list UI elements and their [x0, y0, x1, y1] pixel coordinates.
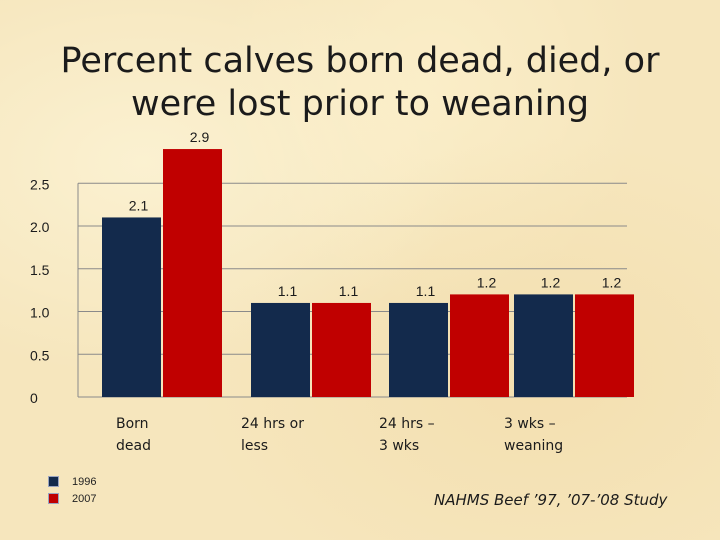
y-tick-label: 0.5	[30, 347, 50, 363]
x-category-label: less	[241, 438, 268, 454]
y-tick-label: 1.0	[30, 305, 50, 321]
legend-label-1996: 1996	[72, 475, 97, 488]
x-category-label: 3 wks	[379, 438, 419, 454]
legend-swatch-1996	[48, 476, 59, 487]
legend-swatch-2007	[48, 493, 59, 504]
chart-title-line-1: Percent calves born dead, died, or	[60, 41, 660, 81]
x-category-label: dead	[116, 438, 151, 454]
legend-item-2007: 2007	[48, 490, 96, 507]
x-category-label: 24 hrs –	[379, 416, 435, 432]
y-tick-label: 0	[30, 390, 38, 406]
y-tick-label: 2.0	[30, 219, 50, 235]
bar-2007	[312, 302, 371, 397]
y-tick-label: 1.5	[30, 262, 50, 278]
data-label: 1.1	[278, 283, 298, 299]
data-label: 2.1	[129, 197, 149, 213]
bar-1996	[389, 302, 448, 397]
chart-legend: 1996 2007	[48, 473, 96, 507]
bar-1996	[251, 302, 310, 397]
legend-label-2007: 2007	[72, 492, 97, 505]
data-label: 1.1	[339, 283, 359, 299]
source-note: NAHMS Beef ’97, ’07-’08 Study	[434, 491, 668, 509]
chart-title: Percent calves born dead, died, or were …	[0, 40, 720, 126]
y-tick-label: 2.5	[30, 176, 50, 192]
bar-2007	[450, 294, 509, 397]
x-category-label: weaning	[504, 438, 563, 454]
x-category-label: Born	[116, 416, 149, 432]
data-label: 1.2	[602, 274, 622, 290]
bar-1996	[514, 294, 573, 397]
data-label: 1.2	[541, 274, 561, 290]
bar-2007	[163, 149, 222, 397]
bar-1996	[102, 217, 161, 397]
x-category-label: 24 hrs or	[241, 416, 304, 432]
x-category-label: 3 wks –	[504, 416, 556, 432]
data-label: 2.9	[190, 129, 210, 145]
chart-title-line-2: were lost prior to weaning	[130, 84, 590, 124]
data-label: 1.1	[416, 283, 436, 299]
legend-item-1996: 1996	[48, 473, 96, 490]
bar-2007	[575, 294, 634, 397]
data-label: 1.2	[477, 274, 497, 290]
